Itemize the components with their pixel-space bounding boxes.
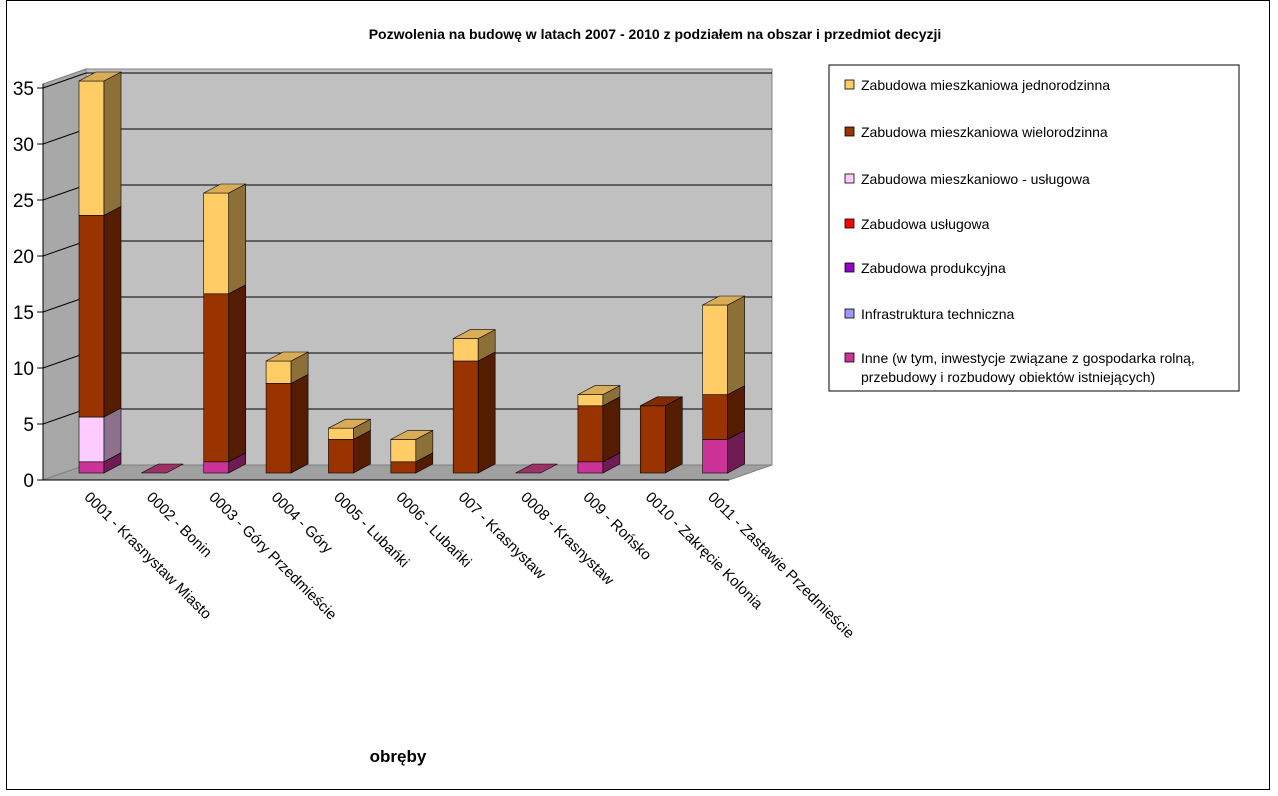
legend-label: przebudowy i rozbudowy obiektów istnieją… bbox=[861, 369, 1155, 385]
bar-segment bbox=[452, 360, 479, 474]
bar-stack bbox=[452, 329, 496, 474]
bar-segment-side bbox=[290, 373, 309, 474]
bar-stack bbox=[702, 295, 745, 474]
bar-segment-top bbox=[453, 329, 496, 339]
bar-stack bbox=[577, 385, 621, 474]
bar-segment bbox=[265, 383, 292, 474]
bar-segment bbox=[265, 360, 292, 384]
legend-label: Zabudowa produkcyjna bbox=[861, 260, 1006, 276]
bar-segment bbox=[328, 439, 354, 474]
bar-stack bbox=[328, 418, 371, 474]
bar-segment-top bbox=[203, 183, 246, 194]
bar-empty bbox=[515, 463, 558, 474]
bar-stack bbox=[78, 71, 122, 474]
bar-segment bbox=[328, 427, 354, 440]
bar-segment-top bbox=[390, 430, 433, 440]
legend-swatch bbox=[844, 308, 855, 319]
legend-swatch bbox=[844, 352, 855, 363]
bar-segment bbox=[639, 405, 666, 474]
bar-segment-side bbox=[103, 407, 122, 463]
y-tick-label: 20 bbox=[13, 247, 34, 268]
bar-segment bbox=[78, 80, 105, 216]
y-tick-label: 0 bbox=[23, 471, 34, 492]
bar-segment bbox=[203, 461, 230, 474]
bars bbox=[78, 71, 745, 474]
legend-label: Zabudowa mieszkaniowo - usługowa bbox=[861, 171, 1090, 187]
bar-segment-top bbox=[640, 396, 683, 407]
x-tick-label: 0003 - Góry Przedmieście bbox=[205, 489, 340, 624]
legend-swatch bbox=[844, 173, 855, 184]
bar-stack bbox=[265, 351, 309, 474]
bar-segment-side bbox=[228, 183, 247, 295]
bar-segment bbox=[78, 416, 105, 463]
bar-segment-side bbox=[228, 284, 247, 463]
bar-segment-top bbox=[328, 418, 371, 429]
bar-segment-top bbox=[577, 385, 621, 395]
bar-segment bbox=[390, 439, 417, 463]
bar-segment bbox=[78, 461, 105, 474]
x-tick-label: 0001 - Krasnystaw Miasto bbox=[81, 489, 215, 623]
legend-label: Zabudowa usługowa bbox=[861, 216, 990, 232]
legend: Zabudowa mieszkaniowa jednorodzinna Zabud… bbox=[828, 64, 1240, 392]
bar-segment bbox=[702, 304, 728, 395]
bar-segment bbox=[702, 439, 728, 474]
y-tick-label: 5 bbox=[23, 415, 34, 436]
legend-swatch bbox=[844, 262, 855, 273]
bar-segment-top bbox=[265, 351, 309, 362]
y-tick-label: 15 bbox=[13, 303, 34, 324]
bar-segment-side bbox=[103, 71, 122, 216]
bar-segment-side bbox=[727, 295, 745, 396]
bar-segment bbox=[78, 215, 105, 418]
bar-segment-side bbox=[664, 396, 683, 474]
bar-stack bbox=[141, 463, 184, 474]
bar-stack bbox=[390, 429, 434, 474]
legend-label: Zabudowa mieszkaniowa wielorodzinna bbox=[861, 124, 1108, 140]
x-tick-label: 0004 - Góry bbox=[268, 489, 336, 557]
bar-stack bbox=[515, 463, 558, 474]
bar-empty bbox=[141, 463, 184, 474]
bar-segment-side bbox=[477, 351, 496, 474]
bar-segment-top bbox=[78, 71, 122, 82]
legend-box bbox=[828, 64, 1240, 392]
y-tick-labels: 0 5 10 15 20 25 30 35 bbox=[13, 79, 34, 492]
bar-segment bbox=[577, 394, 604, 407]
bar-stack bbox=[639, 396, 683, 474]
bar-segment bbox=[577, 405, 604, 463]
bar-segment bbox=[577, 461, 604, 474]
bar-segment-side bbox=[103, 205, 122, 418]
y-tick-label: 35 bbox=[13, 79, 34, 100]
bar-segment bbox=[203, 192, 230, 295]
bar-segment-side bbox=[727, 385, 745, 440]
axes bbox=[37, 84, 729, 481]
legend-label: Inne (w tym, inwestycje związane z gospo… bbox=[861, 350, 1195, 366]
bar-segment-top bbox=[702, 295, 745, 306]
legend-swatch bbox=[844, 79, 855, 90]
legend-swatch bbox=[844, 218, 855, 229]
x-axis-title: obręby bbox=[370, 747, 427, 766]
bar-segment bbox=[702, 394, 728, 440]
bar-segment-side bbox=[602, 396, 621, 463]
legend-label: Zabudowa mieszkaniowa jednorodzinna bbox=[861, 77, 1110, 93]
bar-stack bbox=[203, 183, 247, 474]
legend-label: Infrastruktura techniczna bbox=[861, 306, 1015, 322]
y-tick-label: 10 bbox=[13, 359, 34, 380]
x-tick-label: 0010 - Zakręcie Kolonia bbox=[642, 489, 767, 614]
chart-title: Pozwolenia na budowę w latach 2007 - 201… bbox=[369, 26, 942, 42]
y-tick-label: 25 bbox=[13, 191, 34, 212]
legend-swatch bbox=[844, 126, 855, 137]
y-tick-label: 30 bbox=[13, 135, 34, 156]
bar-segment bbox=[390, 461, 417, 474]
bar-segment bbox=[452, 338, 479, 362]
gridline bbox=[42, 72, 772, 89]
bar-segment bbox=[203, 293, 230, 463]
